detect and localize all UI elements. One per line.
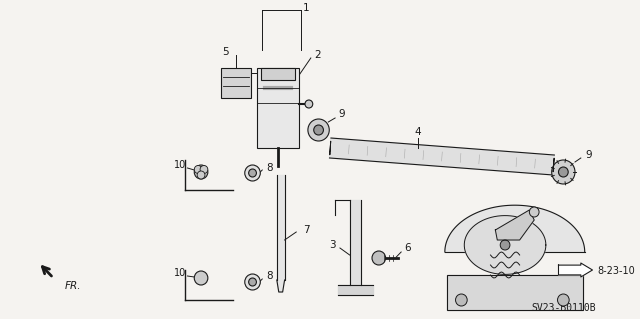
Text: FR.: FR. [65,281,81,291]
Circle shape [557,294,569,306]
Circle shape [200,166,208,174]
Circle shape [305,100,313,108]
Circle shape [249,278,257,286]
Bar [447,275,583,310]
Circle shape [456,294,467,306]
Bar [257,68,299,148]
Circle shape [500,240,510,250]
Circle shape [195,165,208,179]
Polygon shape [447,275,583,310]
Polygon shape [330,138,554,175]
Polygon shape [277,280,285,292]
Circle shape [529,207,539,217]
Circle shape [372,251,386,265]
Text: 9: 9 [586,150,592,160]
Polygon shape [445,205,585,252]
Polygon shape [338,285,373,295]
Polygon shape [277,175,285,280]
Circle shape [249,169,257,177]
Bar [261,68,295,80]
Text: 8: 8 [267,271,273,281]
Polygon shape [559,263,593,277]
Text: 8-23-10: 8-23-10 [597,266,635,276]
Circle shape [195,166,202,174]
Text: 2: 2 [314,50,321,60]
Text: 5: 5 [222,47,228,57]
Circle shape [195,271,208,285]
Circle shape [308,119,329,141]
Polygon shape [349,200,362,285]
Text: 10: 10 [173,268,186,278]
Text: 1: 1 [303,3,309,13]
Text: SV23-B0110B: SV23-B0110B [531,303,596,313]
Text: 7: 7 [303,225,309,235]
Text: 9: 9 [339,109,345,119]
Circle shape [559,167,568,177]
Text: 6: 6 [404,243,412,253]
Polygon shape [464,216,546,274]
Bar [221,68,251,98]
Text: 4: 4 [414,127,421,137]
Circle shape [244,274,260,290]
Circle shape [314,125,323,135]
Circle shape [197,171,205,179]
Text: 10: 10 [173,160,186,170]
Text: 3: 3 [329,240,335,250]
Circle shape [552,160,575,184]
Polygon shape [495,210,534,240]
Text: 8: 8 [267,163,273,173]
Circle shape [244,165,260,181]
